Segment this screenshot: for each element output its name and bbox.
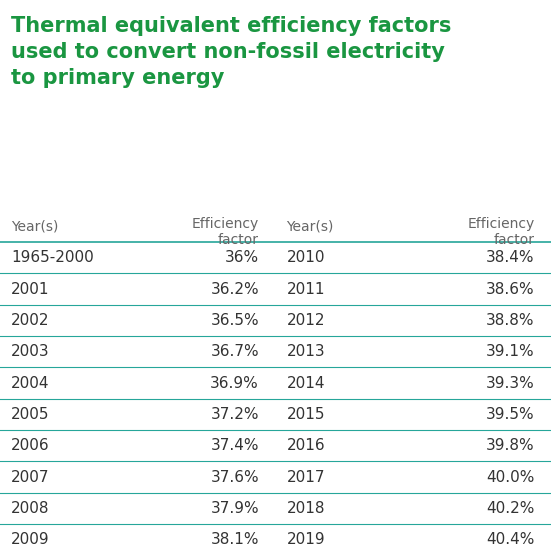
Text: 38.4%: 38.4% [486,250,534,265]
Text: 38.1%: 38.1% [210,532,259,547]
Text: 40.4%: 40.4% [486,532,534,547]
Text: 37.9%: 37.9% [210,501,259,516]
Text: 38.6%: 38.6% [486,282,534,296]
Text: 37.4%: 37.4% [210,438,259,453]
Text: Year(s): Year(s) [287,220,334,234]
Text: 2013: 2013 [287,344,325,359]
Text: 2010: 2010 [287,250,325,265]
Text: 36.7%: 36.7% [210,344,259,359]
Text: 36.9%: 36.9% [210,376,259,390]
Text: 39.1%: 39.1% [486,344,534,359]
Text: 36.5%: 36.5% [210,313,259,328]
Text: 39.8%: 39.8% [486,438,534,453]
Text: 36%: 36% [225,250,259,265]
Text: 2016: 2016 [287,438,325,453]
Text: 39.3%: 39.3% [486,376,534,390]
Text: 1965-2000: 1965-2000 [11,250,94,265]
Text: Efficiency
factor: Efficiency factor [192,217,259,248]
Text: 37.6%: 37.6% [210,470,259,485]
Text: 2012: 2012 [287,313,325,328]
Text: 2019: 2019 [287,532,325,547]
Text: 37.2%: 37.2% [210,407,259,422]
Text: 2003: 2003 [11,344,50,359]
Text: 2008: 2008 [11,501,50,516]
Text: 38.8%: 38.8% [486,313,534,328]
Text: 40.2%: 40.2% [486,501,534,516]
Text: Year(s): Year(s) [11,220,58,234]
Text: 2018: 2018 [287,501,325,516]
Text: 2004: 2004 [11,376,50,390]
Text: 2002: 2002 [11,313,50,328]
Text: 39.5%: 39.5% [486,407,534,422]
Text: Thermal equivalent efficiency factors
used to convert non-fossil electricity
to : Thermal equivalent efficiency factors us… [11,16,451,87]
Text: 2009: 2009 [11,532,50,547]
Text: 2017: 2017 [287,470,325,485]
Text: 2005: 2005 [11,407,50,422]
Text: 36.2%: 36.2% [210,282,259,296]
Text: 2011: 2011 [287,282,325,296]
Text: 40.0%: 40.0% [486,470,534,485]
Text: 2007: 2007 [11,470,50,485]
Text: 2006: 2006 [11,438,50,453]
Text: Efficiency
factor: Efficiency factor [467,217,534,248]
Text: 2014: 2014 [287,376,325,390]
Text: 2015: 2015 [287,407,325,422]
Text: 2001: 2001 [11,282,50,296]
